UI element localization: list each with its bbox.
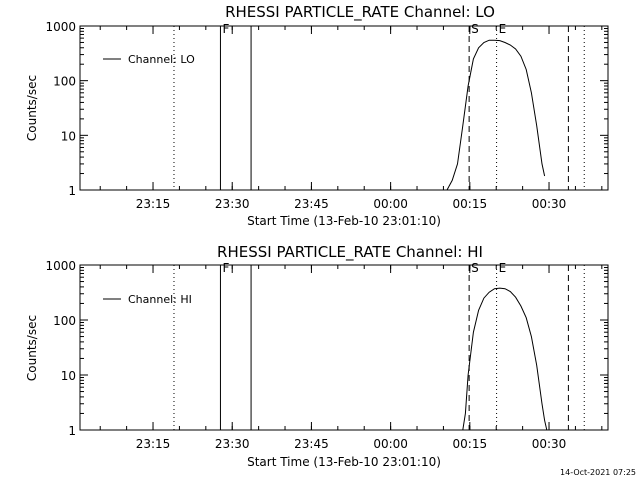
y-tick-label: 1 bbox=[68, 424, 76, 438]
x-tick-label: 00:00 bbox=[373, 197, 408, 211]
footer-timestamp: 14-Oct-2021 07:25 bbox=[560, 468, 636, 477]
y-axis-label-hi: Counts/sec bbox=[25, 315, 39, 381]
chart-panel-hi: RHESSI PARTICLE_RATE Channel: HI Counts/… bbox=[25, 243, 609, 469]
y-tick-label: 10 bbox=[61, 129, 76, 143]
series-line-hi bbox=[462, 287, 548, 431]
x-tick-label: 00:00 bbox=[373, 437, 408, 451]
y-tick-label: 1000 bbox=[45, 259, 76, 273]
x-tick-label: 23:15 bbox=[136, 437, 171, 451]
marker-label: F bbox=[222, 261, 229, 275]
marker-label: E bbox=[499, 261, 507, 275]
marker-label: S bbox=[471, 261, 479, 275]
plot-frame-hi bbox=[79, 264, 609, 431]
x-tick-label: 23:45 bbox=[294, 437, 329, 451]
series-line-lo bbox=[446, 39, 546, 191]
marker-label: F bbox=[222, 22, 229, 36]
y-ticks-lo: 1 10 100 1000 bbox=[45, 20, 608, 198]
chart-title-hi: RHESSI PARTICLE_RATE Channel: HI bbox=[217, 243, 483, 262]
x-tick-label: 23:30 bbox=[215, 197, 250, 211]
x-tick-label: 23:45 bbox=[294, 197, 329, 211]
y-tick-label: 100 bbox=[53, 75, 76, 89]
y-tick-label: 10 bbox=[61, 369, 76, 383]
chart-panel-lo: RHESSI PARTICLE_RATE Channel: LO Counts/… bbox=[25, 3, 609, 228]
x-axis-label-lo: Start Time (13-Feb-10 23:01:10) bbox=[247, 214, 441, 228]
chart-title-lo: RHESSI PARTICLE_RATE Channel: LO bbox=[225, 3, 495, 22]
y-tick-label: 1 bbox=[68, 184, 76, 198]
x-tick-label: 00:15 bbox=[453, 197, 488, 211]
legend-label-lo: Channel: LO bbox=[128, 53, 195, 66]
marker-label: E bbox=[499, 22, 507, 36]
y-tick-label: 1000 bbox=[45, 20, 76, 34]
series-lo bbox=[446, 39, 546, 191]
y-axis-label-lo: Counts/sec bbox=[25, 75, 39, 141]
x-tick-label: 00:30 bbox=[532, 197, 567, 211]
marker-label: S bbox=[471, 22, 479, 36]
plot-frame-lo bbox=[79, 25, 609, 191]
legend-label-hi: Channel: HI bbox=[128, 293, 192, 306]
y-tick-label: 100 bbox=[53, 314, 76, 328]
y-ticks-hi: 1 10 100 1000 bbox=[45, 259, 608, 438]
x-tick-label: 23:30 bbox=[215, 437, 250, 451]
x-tick-label: 23:15 bbox=[136, 197, 171, 211]
series-hi bbox=[462, 287, 548, 431]
x-ticks-lo: 23:15 23:30 23:45 00:00 00:15 00:30 bbox=[99, 26, 603, 211]
x-ticks-hi: 23:15 23:30 23:45 00:00 00:15 00:30 bbox=[99, 265, 603, 451]
x-axis-label-hi: Start Time (13-Feb-10 23:01:10) bbox=[247, 455, 441, 469]
x-tick-label: 00:30 bbox=[532, 437, 567, 451]
x-tick-label: 00:15 bbox=[453, 437, 488, 451]
